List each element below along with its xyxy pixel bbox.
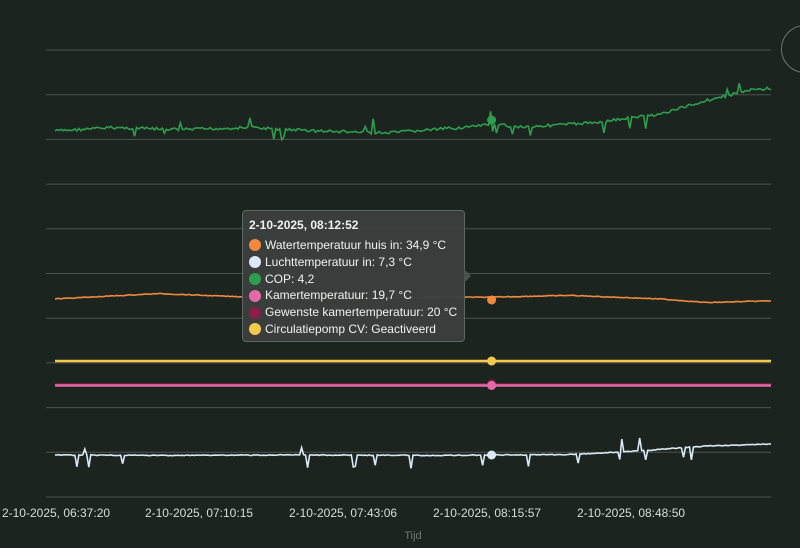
tooltip-row-pump: Circulatiepomp CV: Geactiveerd <box>249 321 458 338</box>
hover-marker <box>487 450 497 460</box>
tooltip: 2-10-2025, 08:12:52 Watertemperatuur hui… <box>242 210 471 342</box>
tooltip-row-label: Gewenste kamertemperatuur: 20 °C <box>265 305 458 320</box>
legend-dot-icon <box>249 256 261 269</box>
series-line-cop <box>54 83 772 142</box>
legend-dot-icon <box>249 306 261 319</box>
x-tick-label: 2-10-2025, 07:10:15 <box>145 506 253 520</box>
tooltip-row-water: Watertemperatuur huis in: 34,9 °C <box>249 237 458 254</box>
tooltip-row-label: Watertemperatuur huis in: 34,9 °C <box>265 238 447 252</box>
legend-dot-icon <box>249 289 261 302</box>
legend-dot-icon <box>249 239 261 252</box>
hover-markers <box>487 115 497 460</box>
x-tick-label: 2-10-2025, 07:43:06 <box>289 506 397 520</box>
tooltip-row-cop: COP: 4,2 <box>249 271 458 288</box>
tooltip-row-setpoint: Gewenste kamertemperatuur: 20 °C <box>249 304 458 321</box>
x-tick-label: 2-10-2025, 08:15:57 <box>433 506 541 520</box>
tooltip-row-label: Circulatiepomp CV: Geactiveerd <box>265 321 436 336</box>
legend-dot-icon <box>249 323 261 336</box>
series-line-luchttemperatuur-in <box>54 437 772 469</box>
x-tick-label: 2-10-2025, 08:48:50 <box>577 506 685 520</box>
tooltip-row-label: Kamertemperatuur: 19,7 °C <box>265 288 412 303</box>
legend-dot-icon <box>249 272 261 285</box>
x-axis-label: Tijd <box>404 530 421 542</box>
hover-marker <box>487 295 497 305</box>
tooltip-row-room: Kamertemperatuur: 19,7 °C <box>249 287 458 304</box>
x-tick-label: 2-10-2025, 06:37:20 <box>2 506 110 520</box>
hover-marker <box>487 381 497 390</box>
tooltip-title: 2-10-2025, 08:12:52 <box>249 218 359 232</box>
tooltip-row-label: COP: 4,2 <box>265 271 315 286</box>
tooltip-row-air: Luchttemperatuur in: 7,3 °C <box>249 254 458 271</box>
hover-marker <box>487 115 497 125</box>
hover-marker <box>487 356 497 366</box>
x-axis-ticks: 2-10-2025, 06:37:20 2-10-2025, 07:10:15 2-… <box>2 506 685 520</box>
tooltip-row-label: Luchttemperatuur in: 7,3 °C <box>265 254 412 269</box>
